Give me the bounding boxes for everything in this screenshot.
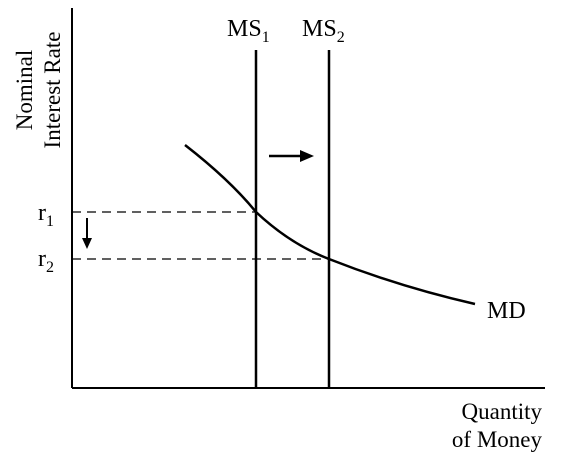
r1-label: r1 bbox=[38, 200, 54, 230]
y-axis-label-line1: Nominal bbox=[12, 50, 37, 131]
rate-decrease-arrow-icon bbox=[82, 218, 92, 249]
md-label: MD bbox=[487, 298, 526, 324]
y-axis-label-line2: Interest Rate bbox=[40, 32, 65, 149]
r2-label: r2 bbox=[38, 246, 54, 276]
supply-shift-arrow-icon bbox=[269, 150, 314, 162]
x-axis-label-line1: Quantity bbox=[462, 399, 543, 424]
ms1-label: MS1 bbox=[227, 16, 270, 46]
ms2-label: MS2 bbox=[302, 16, 345, 46]
md-curve bbox=[184, 144, 476, 306]
x-axis-label-line2: of Money bbox=[452, 427, 543, 452]
